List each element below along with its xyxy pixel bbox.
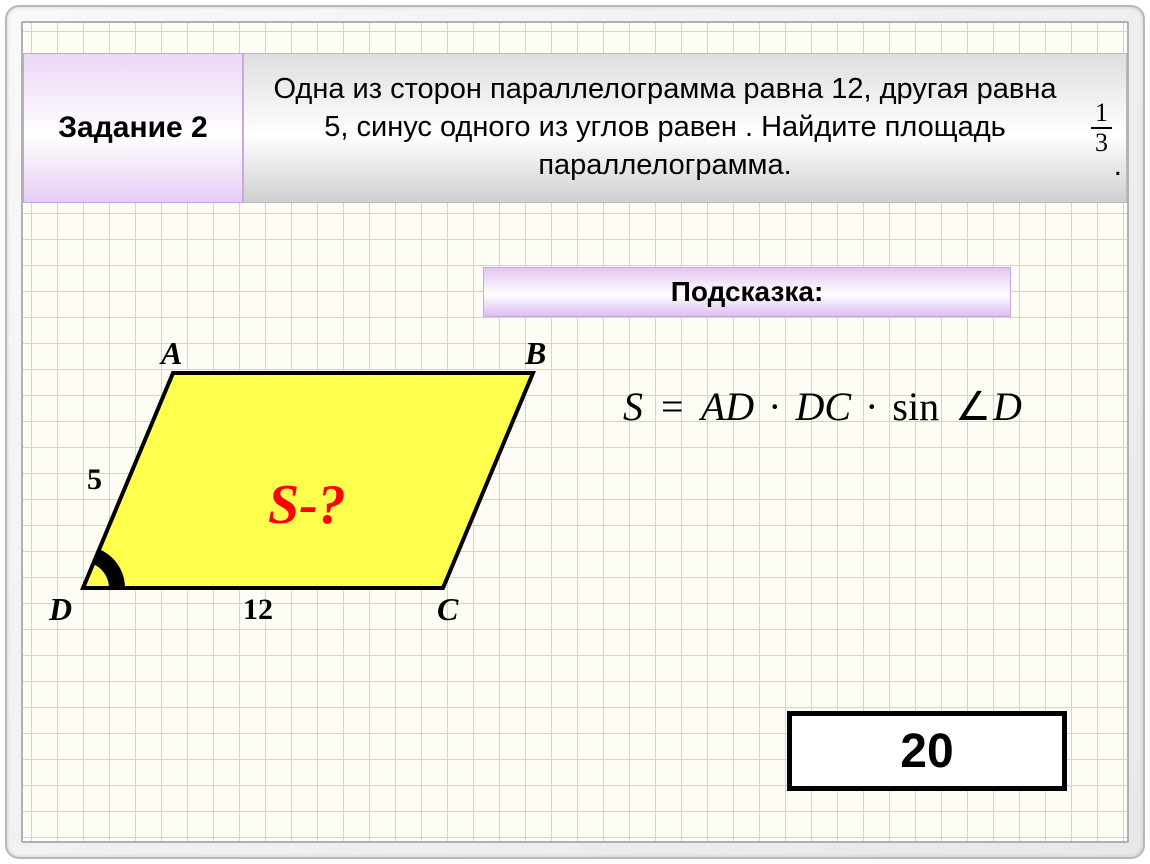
- task-label-box: Задание 2: [23, 53, 243, 203]
- formula-sin: sin: [892, 384, 939, 429]
- formula-eq: =: [661, 384, 684, 429]
- area-question-label: S-?: [268, 473, 346, 537]
- formula-angle-var: D: [993, 384, 1022, 429]
- formula-DC: DC: [796, 384, 852, 429]
- hint-box: Подсказка:: [483, 267, 1011, 317]
- problem-text: Одна из сторон параллелограмма равна 12,…: [264, 71, 1066, 184]
- side-AD-label: 5: [87, 463, 102, 497]
- angle-symbol: ∠: [955, 384, 991, 429]
- fraction-period: .: [1114, 146, 1122, 185]
- problem-box: Одна из сторон параллелограмма равна 12,…: [243, 53, 1127, 203]
- formula-lhs: S: [623, 384, 643, 429]
- vertex-A: A: [161, 335, 182, 372]
- parallelogram-diagram: S-? A B C D 5 12: [43, 333, 603, 643]
- answer-value: 20: [900, 724, 953, 779]
- vertex-D: D: [49, 591, 72, 628]
- vertex-B: B: [525, 335, 546, 372]
- slide-frame-outer: Задание 2 Одна из сторон параллелограмма…: [5, 5, 1145, 859]
- task-label-text: Задание 2: [58, 111, 207, 145]
- hint-label: Подсказка:: [671, 276, 824, 308]
- formula-AD: AD: [701, 384, 754, 429]
- formula-dot1: ·: [768, 384, 781, 429]
- fraction-numerator: 1: [1091, 100, 1112, 129]
- area-formula: S = AD · DC · sin ∠D: [623, 383, 1022, 430]
- side-DC-label: 12: [243, 593, 273, 627]
- formula-dot2: ·: [865, 384, 878, 429]
- fraction-1-3: 1 3: [1091, 100, 1112, 156]
- slide-frame-inner: Задание 2 Одна из сторон параллелограмма…: [21, 21, 1129, 843]
- answer-box: 20: [787, 711, 1067, 791]
- vertex-C: C: [437, 591, 458, 628]
- fraction-denominator: 3: [1095, 129, 1108, 156]
